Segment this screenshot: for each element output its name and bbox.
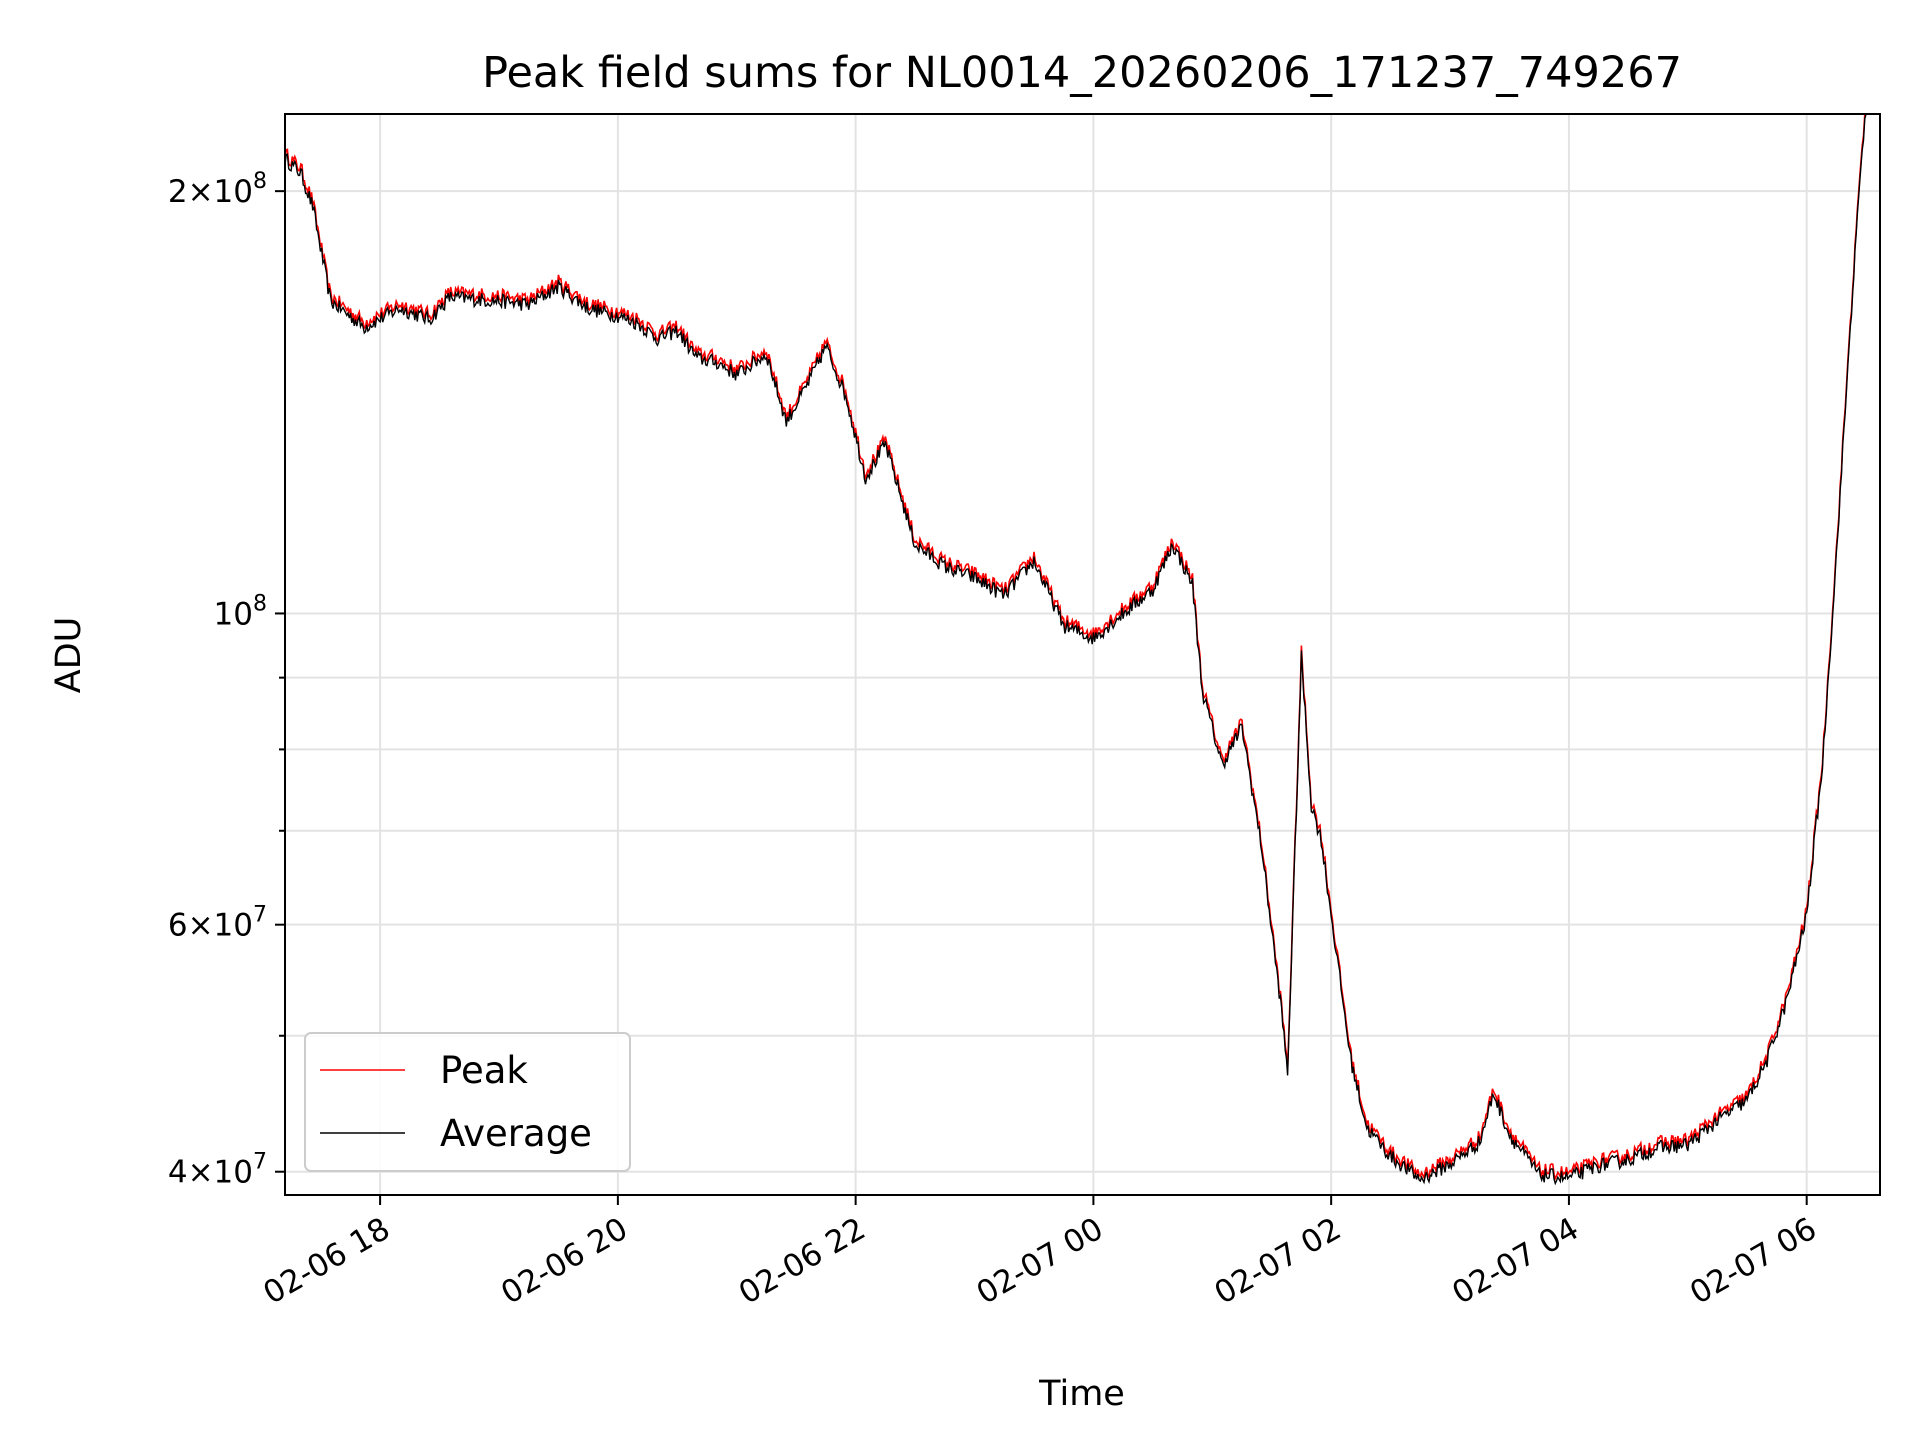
y-tick-label: 108: [214, 591, 267, 632]
series-line-average: [285, 114, 1867, 1186]
y-tick-label: 6×107: [168, 903, 267, 944]
chart-title: Peak field sums for NL0014_20260206_1712…: [482, 48, 1682, 98]
legend-label-peak: Peak: [440, 1049, 528, 1092]
y-tick-label: 4×107: [168, 1150, 267, 1191]
plot-frame: [284, 113, 1881, 1196]
legend-box: [304, 1032, 631, 1172]
legend: Peak Average: [304, 1032, 631, 1172]
series-line-peak: [285, 114, 1867, 1181]
legend-label-average: Average: [440, 1112, 592, 1155]
series-layer: [285, 114, 1867, 1186]
x-axis-label: Time: [1038, 1374, 1125, 1414]
y-axis-label: ADU: [49, 617, 89, 694]
y-tick-label: 2×108: [168, 169, 267, 210]
